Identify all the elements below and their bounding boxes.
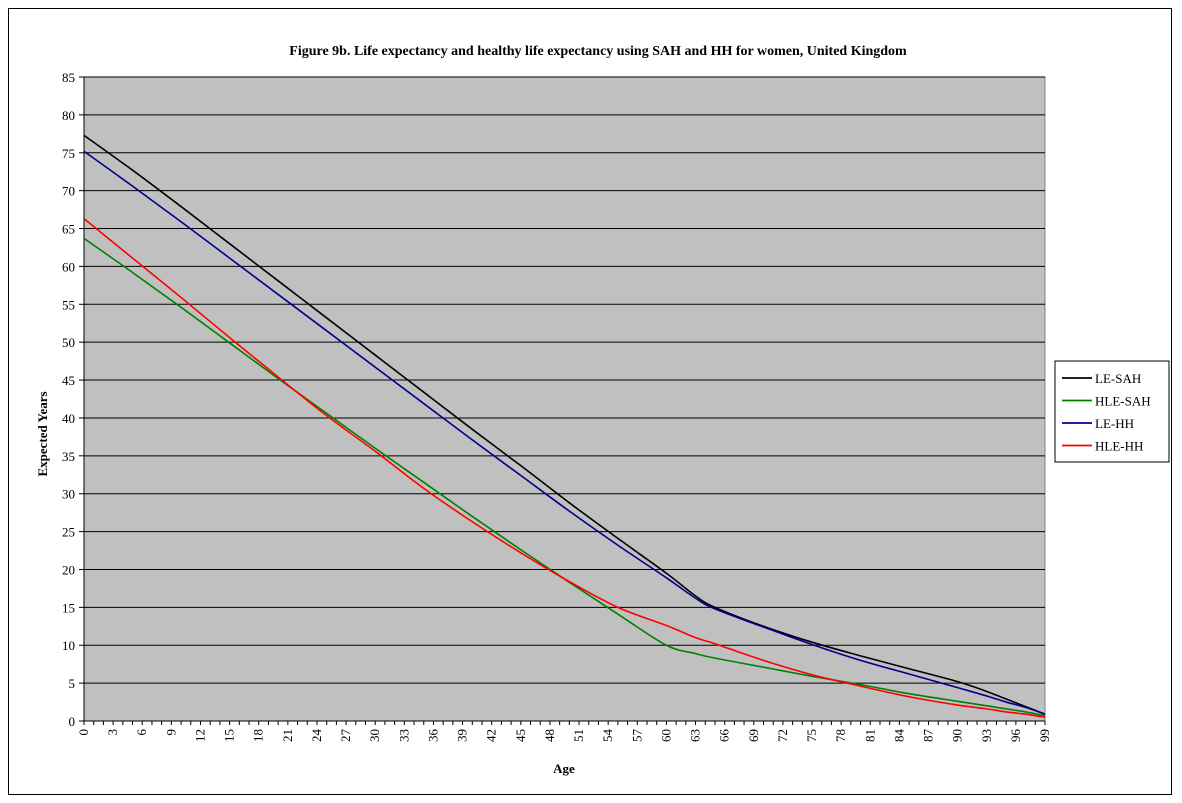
series-line-le-hh [83,150,1046,715]
x-tick-label: 90 [950,729,965,742]
x-tick-label: 75 [804,729,819,742]
y-tick-label: 75 [62,146,75,161]
x-tick-label: 66 [717,729,732,743]
x-tick-label: 84 [891,729,906,743]
y-tick-label: 80 [62,108,75,123]
x-tick-label: 81 [862,729,877,742]
series-line-hle-sah [83,237,1046,717]
x-tick-label: 63 [688,729,703,742]
y-tick-label: 5 [69,676,76,691]
y-tick-label: 15 [62,600,75,615]
x-tick-label: 21 [280,729,295,742]
y-axis-title: Expected Years [35,391,50,476]
series-lines [83,134,1046,719]
x-axis-title: Age [553,761,575,776]
y-axis-ticks: 0 5 10 15 20 25 30 35 40 45 50 55 60 65 70 75 80 85 [62,70,85,729]
y-tick-label: 65 [62,222,75,237]
y-tick-label: 35 [62,449,75,464]
y-tick-label: 30 [62,487,75,502]
x-tick-label: 15 [222,729,237,742]
y-tick-label: 10 [62,638,75,653]
x-axis-ticks: 0 3 6 9 12 15 18 21 24 27 30 33 36 39 42 45 48 51 54 57 60 63… [76,720,1052,743]
x-tick-label: 72 [775,729,790,742]
x-tick-label: 36 [425,729,440,743]
x-tick-label: 30 [367,729,382,742]
x-tick-label: 96 [1008,729,1023,743]
x-tick-label: 51 [571,729,586,742]
plot-area [83,76,1046,722]
y-tick-label: 25 [62,525,75,540]
x-tick-label: 60 [658,729,673,742]
legend-label: LE-HH [1095,416,1134,431]
y-tick-label: 0 [69,714,76,729]
y-tick-label: 70 [62,184,75,199]
y-tick-label: 85 [62,70,75,85]
x-tick-label: 45 [513,729,528,742]
legend: LE-SAH HLE-SAH LE-HH HLE-HH [1054,360,1170,463]
x-tick-label: 69 [746,729,761,742]
y-tick-label: 45 [62,373,75,388]
x-tick-label: 99 [1037,729,1052,742]
x-tick-label: 42 [484,729,499,742]
x-tick-label: 54 [600,729,615,743]
x-tick-label: 57 [629,729,644,743]
x-tick-label: 24 [309,729,324,743]
x-tick-label: 48 [542,729,557,742]
x-tick-label: 93 [979,729,994,742]
x-tick-label: 18 [251,729,266,742]
legend-label: HLE-SAH [1095,394,1151,409]
legend-label: LE-SAH [1095,371,1141,386]
legend-label: HLE-HH [1095,439,1143,454]
y-tick-label: 40 [62,411,75,426]
series-line-le-sah [83,134,1046,715]
x-tick-label: 3 [105,729,120,736]
x-tick-label: 39 [455,729,470,742]
x-tick-label: 9 [163,729,178,736]
y-tick-label: 20 [62,562,75,577]
x-tick-label: 6 [134,729,149,736]
y-tick-label: 60 [62,259,75,274]
x-tick-label: 78 [833,729,848,742]
y-tick-label: 50 [62,335,75,350]
x-tick-label: 27 [338,729,353,743]
x-tick-label: 33 [396,729,411,742]
x-tick-label: 0 [76,729,91,736]
chart-title: Figure 9b. Life expectancy and healthy l… [289,44,907,59]
x-tick-label: 87 [921,729,936,743]
x-tick-label: 12 [192,729,207,742]
y-tick-label: 55 [62,297,75,312]
series-line-hle-hh [83,218,1046,719]
